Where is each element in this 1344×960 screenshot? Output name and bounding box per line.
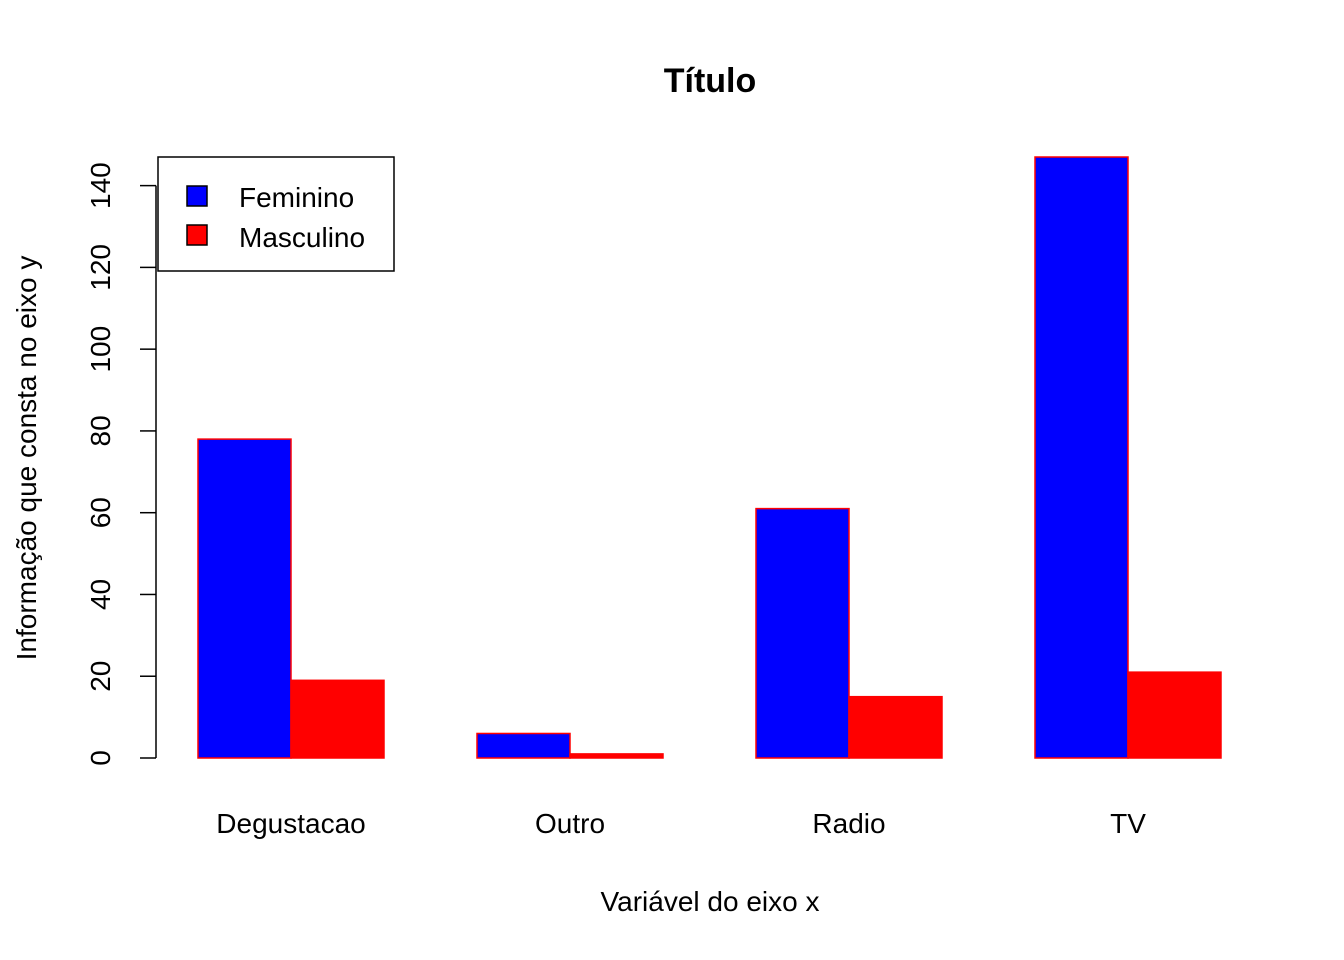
y-tick-label: 20 [85,661,116,692]
y-tick-label: 80 [85,415,116,446]
x-tick-label: Degustacao [216,808,365,839]
y-tick-label: 0 [85,750,116,766]
y-tick-label: 40 [85,579,116,610]
bars [197,156,1222,759]
legend-box [157,156,395,272]
y-tick-label: 140 [85,162,116,209]
x-tick-labels: Degustacao Outro Radio TV [216,808,1146,839]
legend: Feminino Masculino [157,156,395,272]
x-tick-label: Radio [812,808,885,839]
legend-swatch-feminino [186,185,208,207]
y-axis: 0 20 40 60 80 100 120 140 [85,162,157,766]
bar-masculino-outro [569,753,664,759]
bar-feminino-outro [476,732,571,759]
bar-masculino-degustacao [290,679,385,759]
x-axis-label: Variável do eixo x [601,886,820,917]
legend-label-feminino: Feminino [239,182,354,213]
bar-feminino-tv [1034,156,1129,759]
x-tick-label: TV [1110,808,1146,839]
bar-feminino-radio [755,507,850,759]
y-tick-label: 120 [85,244,116,291]
bar-masculino-radio [848,695,943,759]
y-axis-label: Informação que consta no eixo y [11,256,42,661]
y-tick-label: 60 [85,497,116,528]
legend-label-masculino: Masculino [239,222,365,253]
bar-masculino-tv [1127,671,1222,759]
y-tick-label: 100 [85,326,116,373]
chart-title: Título [664,62,757,100]
bar-feminino-degustacao [197,438,292,759]
legend-swatch-masculino [186,224,208,246]
x-tick-label: Outro [535,808,605,839]
